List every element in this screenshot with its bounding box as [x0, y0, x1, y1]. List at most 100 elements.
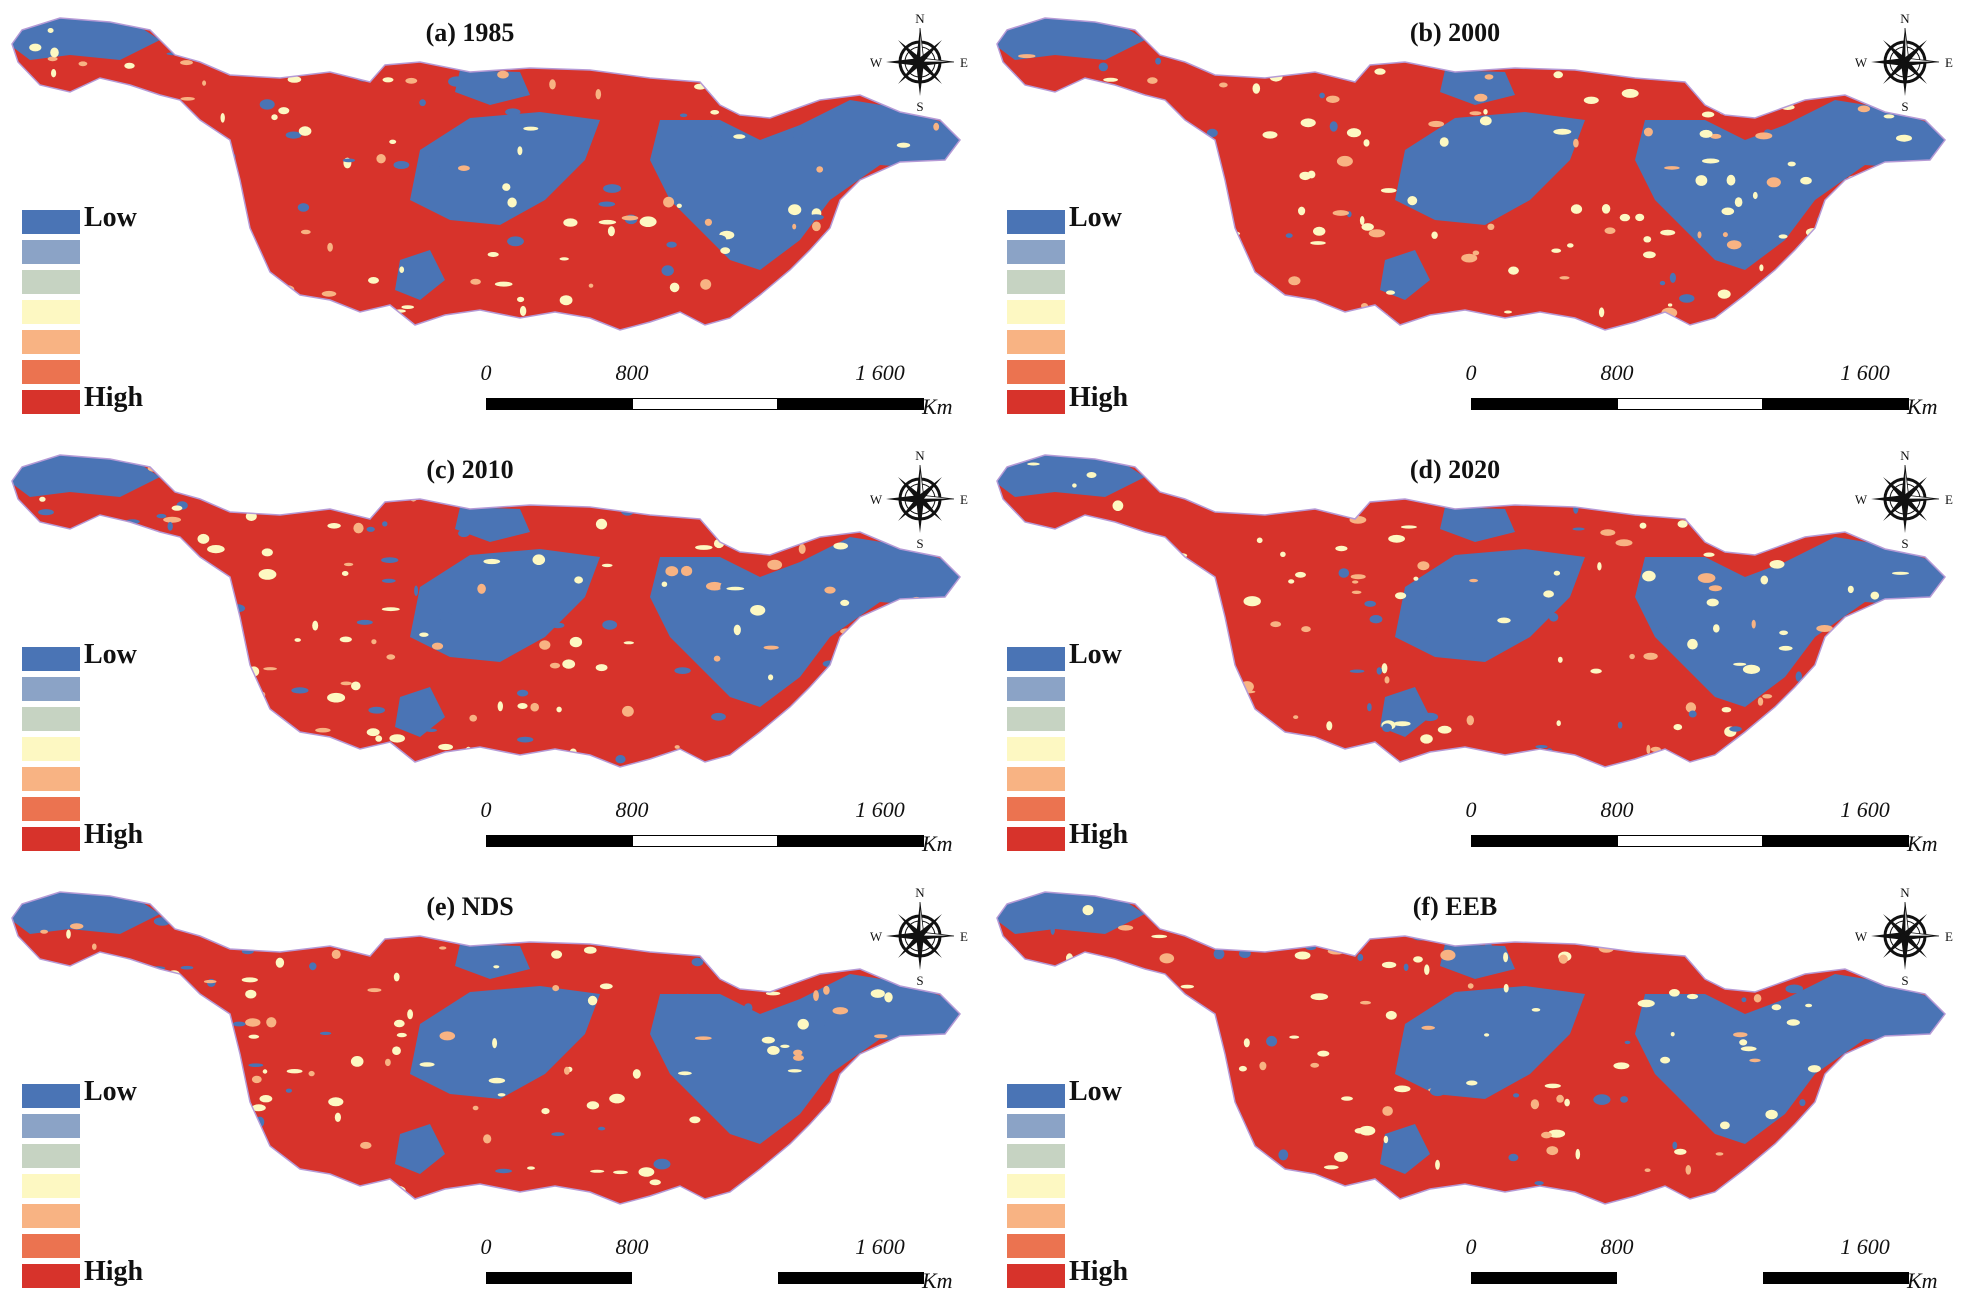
speckle: [327, 242, 333, 252]
speckle: [368, 277, 379, 284]
speckle: [492, 1038, 498, 1049]
speckle: [1905, 304, 1913, 313]
speckle: [844, 1092, 856, 1101]
speckle: [1722, 232, 1728, 238]
speckle: [1424, 964, 1430, 975]
speckle: [1367, 703, 1372, 712]
speckle: [1180, 984, 1194, 989]
speckle: [507, 236, 524, 247]
speckle: [458, 165, 470, 171]
speckle: [1870, 591, 1880, 600]
speckle: [1363, 139, 1370, 147]
speckle: [1909, 657, 1923, 665]
speckle: [1307, 170, 1316, 179]
speckle: [1650, 621, 1667, 631]
speckle: [1484, 50, 1491, 57]
speckle: [678, 1071, 692, 1076]
speckle: [857, 1121, 875, 1125]
scale-bar: 0 800 1 600 Km: [1465, 797, 1945, 857]
speckle: [327, 692, 346, 703]
speckle: [1545, 899, 1554, 908]
speckle: [562, 659, 576, 669]
speckle: [312, 620, 319, 631]
speckle: [1428, 120, 1445, 128]
speckle: [179, 193, 196, 204]
speckle: [1091, 305, 1107, 315]
speckle: [1317, 1050, 1330, 1057]
speckle: [64, 129, 73, 139]
speckle: [788, 204, 802, 216]
compass-east: E: [1945, 929, 1953, 944]
speckle: [1147, 77, 1158, 84]
speckle: [1114, 273, 1129, 277]
speckle: [1740, 1046, 1757, 1052]
speckle: [1117, 1122, 1125, 1132]
speckle: [1336, 155, 1353, 167]
map-panel-3: (c) 2010 N S W E Low High 0 800 1: [0, 437, 985, 874]
speckle: [343, 562, 354, 567]
speckle: [477, 583, 486, 594]
speckle: [222, 474, 232, 484]
speckle: [603, 184, 622, 193]
speckle: [1702, 158, 1720, 164]
speckle: [285, 1088, 292, 1093]
speckle: [595, 518, 608, 530]
speckle: [1064, 1040, 1074, 1050]
speckle: [262, 1069, 268, 1074]
speckle: [1768, 626, 1780, 635]
speckle: [877, 653, 883, 660]
speckle: [763, 295, 780, 306]
scale-tick-1600: 1 600: [1840, 1234, 1890, 1259]
low-region-north: [455, 70, 530, 105]
speckle: [1628, 472, 1637, 476]
speckle: [808, 214, 824, 221]
speckle: [1369, 931, 1376, 935]
speckle: [892, 753, 897, 759]
speckle: [1760, 734, 1768, 739]
speckle: [1115, 1028, 1128, 1035]
speckle: [1713, 506, 1722, 510]
speckle: [1546, 1146, 1559, 1156]
speckle: [1400, 525, 1417, 529]
speckle: [1467, 637, 1475, 641]
legend-swatch-7: [22, 1264, 80, 1288]
panel-title: (d) 2020: [1409, 455, 1501, 484]
speckle: [257, 313, 275, 320]
speckle: [1369, 615, 1383, 624]
basin-map: [11, 17, 961, 331]
speckle: [1624, 1040, 1631, 1045]
speckle: [1252, 83, 1261, 94]
speckle: [1089, 1159, 1102, 1165]
legend-low-label: Low: [84, 639, 137, 670]
compass-rose-icon: N S W E: [1855, 12, 1953, 112]
speckle: [920, 736, 938, 745]
speckle: [1359, 216, 1365, 225]
speckle: [334, 1112, 341, 1122]
speckle: [1726, 951, 1744, 958]
speckle: [1350, 574, 1366, 580]
speckle: [1425, 635, 1444, 643]
speckle: [1771, 1004, 1782, 1011]
speckle: [1598, 901, 1611, 912]
speckle: [1541, 1131, 1552, 1139]
speckle: [1799, 1099, 1806, 1107]
speckle: [1669, 272, 1676, 283]
speckle: [1699, 129, 1713, 138]
compass-east: E: [960, 929, 968, 944]
speckle: [283, 1172, 297, 1177]
speckle: [1345, 484, 1351, 489]
legend-swatch-6: [22, 797, 80, 821]
speckle: [1749, 1058, 1761, 1063]
speckle: [135, 1155, 148, 1161]
speckle: [519, 305, 527, 317]
speckle: [1830, 520, 1846, 525]
speckle: [1280, 551, 1286, 557]
speckle: [1389, 1154, 1408, 1164]
speckle: [725, 938, 734, 946]
speckle: [220, 113, 225, 123]
speckle: [676, 68, 685, 77]
speckle: [1310, 1062, 1320, 1068]
speckle: [1007, 544, 1023, 550]
speckle: [1674, 1148, 1687, 1155]
scale-segment: [1471, 835, 1617, 847]
